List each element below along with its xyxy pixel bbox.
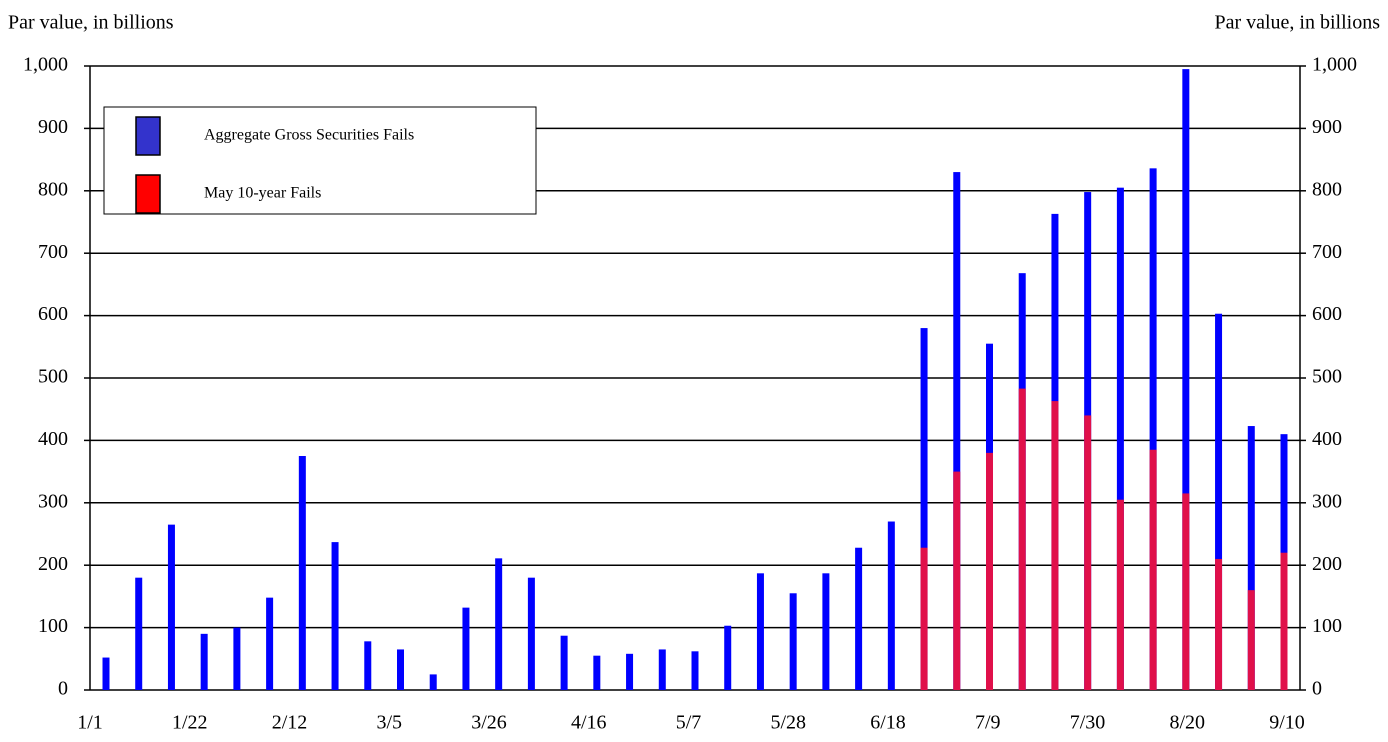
y-tick-label: 100 <box>38 615 68 637</box>
y2-tick-label: 100 <box>1312 615 1342 637</box>
bar <box>364 641 372 690</box>
legend-box <box>103 106 537 215</box>
y2-tick-label: 900 <box>1312 116 1342 138</box>
y-tick-label: 300 <box>38 490 68 512</box>
legend-swatch <box>135 174 161 214</box>
bar <box>1247 426 1255 690</box>
bar <box>298 456 306 690</box>
x-tick-label: 7/30 <box>1070 712 1106 734</box>
bar <box>593 655 601 690</box>
bar <box>462 607 470 690</box>
bar <box>167 524 175 690</box>
y2-tick-label: 300 <box>1312 490 1342 512</box>
bar <box>527 577 535 690</box>
bar <box>1182 493 1190 690</box>
bar <box>986 452 993 690</box>
bar <box>495 558 503 690</box>
bar <box>1280 552 1288 690</box>
y2-tick-label: 600 <box>1312 303 1342 325</box>
x-tick-label: 6/18 <box>870 712 906 734</box>
bar <box>822 573 830 690</box>
bar <box>887 521 895 690</box>
bar <box>1051 401 1059 690</box>
bar <box>1149 168 1157 690</box>
bar <box>266 597 274 690</box>
x-tick-label: 1/1 <box>77 712 103 734</box>
bar <box>1247 590 1255 690</box>
bar <box>953 471 961 690</box>
y-tick-label: 200 <box>38 553 68 575</box>
bar <box>200 633 208 690</box>
y-axis-title: Par value, in billions <box>8 12 174 34</box>
bar <box>1018 388 1026 690</box>
bar <box>397 649 404 690</box>
y-tick-label: 700 <box>38 241 68 263</box>
y-tick-label: 900 <box>38 116 68 138</box>
x-tick-label: 3/5 <box>376 712 402 734</box>
y2-tick-label: 500 <box>1312 366 1342 388</box>
x-tick-label: 7/9 <box>975 712 1001 734</box>
bar <box>1215 313 1223 690</box>
bar <box>789 593 797 690</box>
bar <box>756 573 764 690</box>
y-tick-label: 1,000 <box>23 54 68 76</box>
legend-label: May 10-year Fails <box>204 185 321 202</box>
y-tick-label: 600 <box>38 303 68 325</box>
x-tick-label: 5/7 <box>676 712 702 734</box>
y-tick-label: 0 <box>58 678 68 700</box>
bar <box>1084 415 1092 690</box>
bar <box>1116 499 1124 690</box>
legend-label: Aggregate Gross Securities Fails <box>204 127 414 144</box>
y2-tick-label: 1,000 <box>1312 54 1357 76</box>
bar <box>331 542 339 690</box>
bar <box>691 651 699 690</box>
x-tick-label: 2/12 <box>272 712 308 734</box>
y2-axis-title: Par value, in billions <box>1214 12 1380 34</box>
bar <box>658 649 666 690</box>
bar <box>429 674 437 690</box>
y-tick-label: 500 <box>38 366 68 388</box>
y2-tick-label: 800 <box>1312 178 1342 200</box>
x-tick-label: 4/16 <box>571 712 607 734</box>
bar <box>1149 449 1157 690</box>
y-tick-label: 400 <box>38 428 68 450</box>
x-tick-label: 8/20 <box>1169 712 1205 734</box>
bar <box>953 172 961 690</box>
bar <box>1182 69 1190 691</box>
bar <box>920 328 928 690</box>
y-tick-label: 800 <box>38 178 68 200</box>
x-tick-label: 1/22 <box>172 712 208 734</box>
x-tick-label: 3/26 <box>471 712 507 734</box>
bar <box>1116 187 1124 690</box>
bar <box>135 577 143 690</box>
bar <box>233 627 241 690</box>
bar <box>855 547 863 690</box>
bar <box>1215 558 1223 690</box>
y2-tick-label: 200 <box>1312 553 1342 575</box>
y2-tick-label: 0 <box>1312 678 1322 700</box>
y2-tick-label: 400 <box>1312 428 1342 450</box>
bar <box>920 547 928 690</box>
bar <box>724 625 732 690</box>
x-tick-label: 9/10 <box>1269 712 1305 734</box>
bar <box>626 653 634 690</box>
bar <box>102 657 110 690</box>
x-tick-label: 5/28 <box>770 712 806 734</box>
legend-swatch <box>135 116 161 156</box>
bar <box>560 635 568 690</box>
y2-tick-label: 700 <box>1312 241 1342 263</box>
